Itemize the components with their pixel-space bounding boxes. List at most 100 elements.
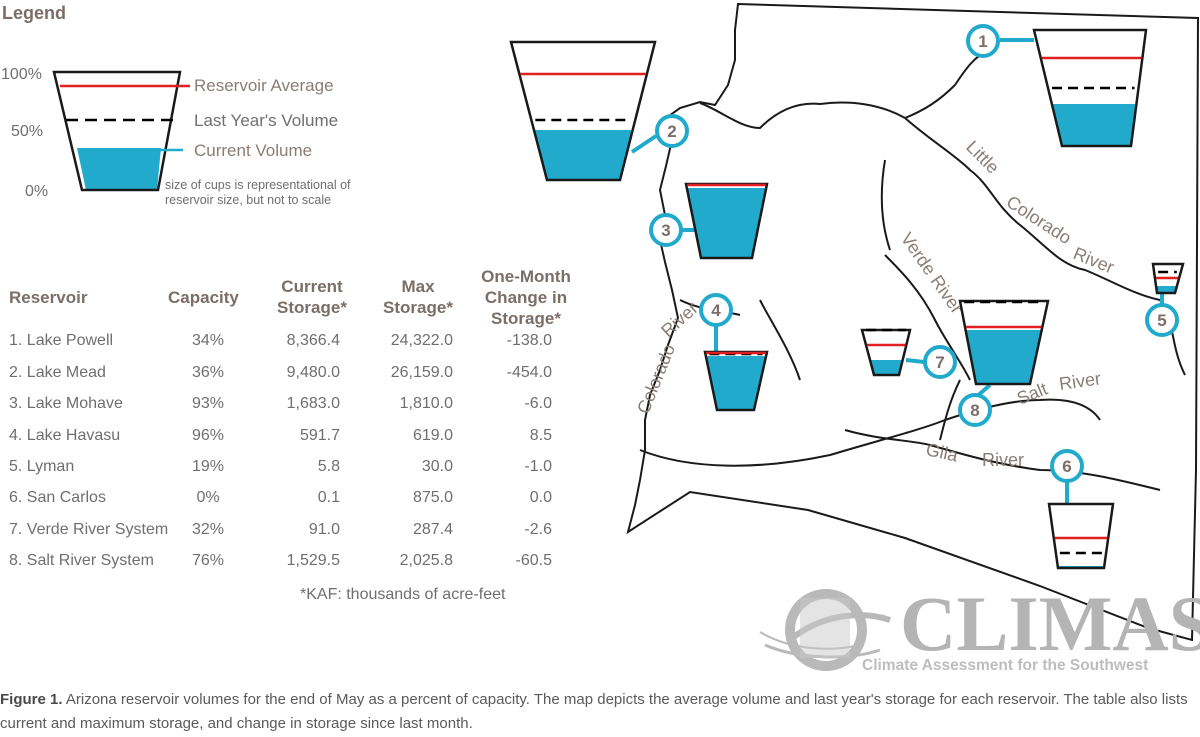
table-cell-change: -6.0 [524, 395, 552, 412]
cup-current-volume [533, 130, 633, 180]
table-cell-current: 91.0 [308, 521, 340, 538]
legend-average-label: Reservoir Average [194, 76, 334, 95]
marker-circle [655, 114, 689, 148]
cup-outline [509, 40, 657, 182]
header-change-line-1: One-Month [481, 267, 571, 286]
marker-circle [1145, 303, 1179, 337]
cup-outline [1032, 28, 1148, 148]
reservoir-marker-6: 6 [1050, 449, 1084, 483]
climas-logo: CLIMAS Climate Assessment for the Southw… [759, 580, 1200, 674]
header-current-line-1: Current [281, 277, 343, 296]
cup-current-volume [686, 188, 767, 258]
climas-emblem [759, 589, 891, 671]
table-cell-capacity: 93% [191, 395, 225, 412]
table-cell-max: 30.0 [421, 458, 453, 475]
table-footnote: *KAF: thousands of acre-feet [300, 586, 506, 603]
table-cell-capacity: 34% [191, 332, 225, 349]
table-cell-name: 3. Lake Mohave [9, 395, 123, 412]
table-cell-current: 9,480.0 [286, 364, 340, 381]
reservoir-marker-3: 3 [649, 213, 683, 247]
river-label: River [1071, 243, 1117, 277]
table-cell-max: 24,322.0 [390, 332, 453, 349]
table-cell-change: -1.0 [524, 458, 552, 475]
reservoir-cup-2 [509, 40, 657, 182]
table-cell-change: -60.5 [515, 552, 552, 569]
legend-last-year-label: Last Year's Volume [194, 111, 338, 130]
table-cell-name: 6. San Carlos [9, 489, 106, 506]
legend-title: Legend [2, 3, 66, 23]
legend-tick-100: 100% [1, 66, 42, 83]
reservoir-marker-5: 5 [1145, 303, 1179, 337]
table-cell-capacity: 32% [191, 521, 225, 538]
marker-circle [1050, 449, 1084, 483]
table-cell-current: 8,366.4 [286, 332, 340, 349]
figure-caption: Figure 1. Arizona reservoir volumes for … [0, 688, 1200, 736]
cup-outline [1047, 502, 1115, 570]
table-cell-name: 4. Lake Havasu [9, 427, 121, 444]
header-one-month-change: One-Month Change in Storage* [466, 266, 586, 329]
table-cell-max: 26,159.0 [390, 364, 453, 381]
table-cell-current: 591.7 [299, 427, 340, 444]
marker-circle [699, 293, 733, 327]
table-cell-max: 619.0 [412, 427, 453, 444]
marker-circle [649, 213, 683, 247]
table-cell-change: 8.5 [529, 427, 552, 444]
cup-current-volume [870, 360, 903, 375]
reservoir-cup-7 [860, 328, 912, 377]
table-cell-current: 0.1 [317, 489, 340, 506]
cup-current-volume [705, 356, 767, 410]
marker-number: 8 [970, 401, 979, 420]
table-cell-change: -2.6 [524, 521, 552, 538]
table-cell-max: 1,810.0 [399, 395, 453, 412]
legend-tick-0: 0% [25, 183, 48, 200]
reservoir-cup-1 [1032, 28, 1148, 148]
reservoir-cup-4 [703, 350, 769, 412]
reservoir-cup-8 [958, 299, 1050, 386]
reservoir-marker-7: 7 [923, 345, 957, 379]
table-cell-change: -454.0 [506, 364, 552, 381]
legend-cup [52, 70, 182, 192]
table-cell-name: 2. Lake Mead [9, 364, 106, 381]
header-current-storage: Current Storage* [262, 276, 362, 318]
reservoir-cup-6 [1047, 502, 1115, 570]
legend-cup-water [77, 148, 161, 190]
header-max-storage: Max Storage* [368, 276, 468, 318]
marker-number: 3 [661, 221, 670, 240]
legend-scale-note-1: size of cups is representational of [165, 178, 351, 192]
header-max-line-2: Storage* [383, 298, 453, 317]
marker-number: 2 [667, 122, 676, 141]
gila-river-river-label: River [982, 450, 1024, 470]
county-lines [639, 49, 1186, 491]
river-label-west: River [657, 298, 702, 341]
cup-current-volume [1156, 286, 1177, 293]
table-cell-name: 7. Verde River System [9, 521, 169, 538]
reservoir-marker-8: 8 [958, 393, 992, 427]
table-cell-current: 1,683.0 [286, 395, 340, 412]
climas-logo-tagline: Climate Assessment for the Southwest [862, 657, 1148, 674]
reservoir-cups [509, 28, 1185, 570]
caption-text: Arizona reservoir volumes for the end of… [0, 691, 1188, 732]
table-cell-max: 875.0 [412, 489, 453, 506]
reservoir-cup-3 [684, 182, 769, 260]
header-change-line-3: Storage* [491, 309, 561, 328]
cup-current-volume [1051, 104, 1137, 146]
marker-number: 6 [1062, 457, 1071, 476]
marker-circle [966, 24, 1000, 58]
table-cell-name: 1. Lake Powell [9, 332, 114, 349]
header-current-line-2: Storage* [277, 298, 347, 317]
header-change-line-2: Change in [484, 288, 568, 307]
table-cell-capacity: 96% [191, 427, 225, 444]
table-cell-current: 5.8 [317, 458, 340, 475]
gila-river-label: Gila [924, 439, 960, 465]
cup-outline [860, 328, 912, 377]
table-cell-change: 0.0 [529, 489, 552, 506]
marker-number: 7 [935, 353, 944, 372]
table-cell-capacity: 19% [191, 458, 225, 475]
table-cell-max: 2,025.8 [399, 552, 453, 569]
reservoir-marker-4: 4 [699, 293, 733, 327]
reservoir-cup-5 [1151, 262, 1185, 295]
colorado-river-label-west: Colorado [633, 341, 679, 416]
marker-number: 1 [978, 32, 987, 51]
legend: Legend 100% 50% 0% Reservoir Average Las… [1, 3, 351, 207]
